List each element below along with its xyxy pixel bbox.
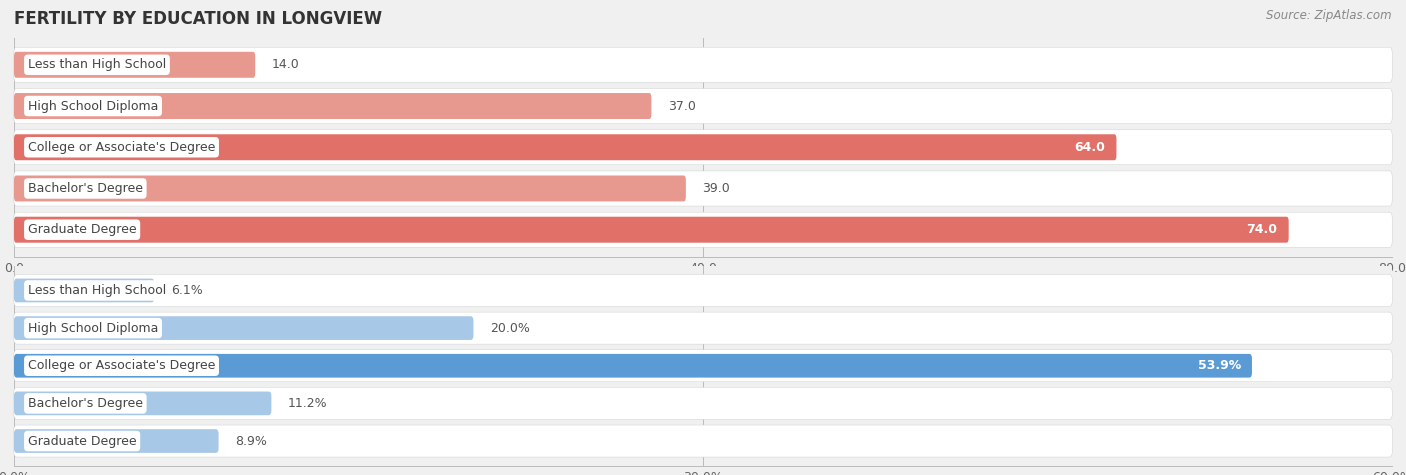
Text: 11.2%: 11.2%	[288, 397, 328, 410]
Text: High School Diploma: High School Diploma	[28, 100, 159, 113]
FancyBboxPatch shape	[14, 217, 1289, 243]
FancyBboxPatch shape	[14, 212, 1392, 247]
Text: 37.0: 37.0	[668, 100, 696, 113]
Text: 53.9%: 53.9%	[1198, 359, 1241, 372]
FancyBboxPatch shape	[14, 350, 1392, 382]
Text: College or Associate's Degree: College or Associate's Degree	[28, 141, 215, 154]
Text: 20.0%: 20.0%	[489, 322, 530, 334]
Text: 74.0: 74.0	[1247, 223, 1278, 236]
FancyBboxPatch shape	[14, 425, 1392, 457]
FancyBboxPatch shape	[14, 130, 1392, 165]
Text: Graduate Degree: Graduate Degree	[28, 223, 136, 236]
Text: Graduate Degree: Graduate Degree	[28, 435, 136, 447]
Text: FERTILITY BY EDUCATION IN LONGVIEW: FERTILITY BY EDUCATION IN LONGVIEW	[14, 10, 382, 28]
FancyBboxPatch shape	[14, 388, 1392, 419]
Text: 14.0: 14.0	[271, 58, 299, 71]
Text: Bachelor's Degree: Bachelor's Degree	[28, 397, 143, 410]
FancyBboxPatch shape	[14, 52, 256, 78]
Text: 8.9%: 8.9%	[235, 435, 267, 447]
FancyBboxPatch shape	[14, 171, 1392, 206]
FancyBboxPatch shape	[14, 279, 155, 302]
FancyBboxPatch shape	[14, 275, 1392, 306]
FancyBboxPatch shape	[14, 429, 218, 453]
Text: High School Diploma: High School Diploma	[28, 322, 159, 334]
Text: Less than High School: Less than High School	[28, 58, 166, 71]
Text: Bachelor's Degree: Bachelor's Degree	[28, 182, 143, 195]
FancyBboxPatch shape	[14, 316, 474, 340]
Text: 39.0: 39.0	[703, 182, 730, 195]
FancyBboxPatch shape	[14, 391, 271, 415]
FancyBboxPatch shape	[14, 354, 1251, 378]
Text: 64.0: 64.0	[1074, 141, 1105, 154]
FancyBboxPatch shape	[14, 48, 1392, 82]
FancyBboxPatch shape	[14, 134, 1116, 160]
Text: 6.1%: 6.1%	[170, 284, 202, 297]
FancyBboxPatch shape	[14, 312, 1392, 344]
FancyBboxPatch shape	[14, 175, 686, 201]
Text: Less than High School: Less than High School	[28, 284, 166, 297]
Text: College or Associate's Degree: College or Associate's Degree	[28, 359, 215, 372]
FancyBboxPatch shape	[14, 93, 651, 119]
Text: Source: ZipAtlas.com: Source: ZipAtlas.com	[1267, 10, 1392, 22]
FancyBboxPatch shape	[14, 88, 1392, 124]
